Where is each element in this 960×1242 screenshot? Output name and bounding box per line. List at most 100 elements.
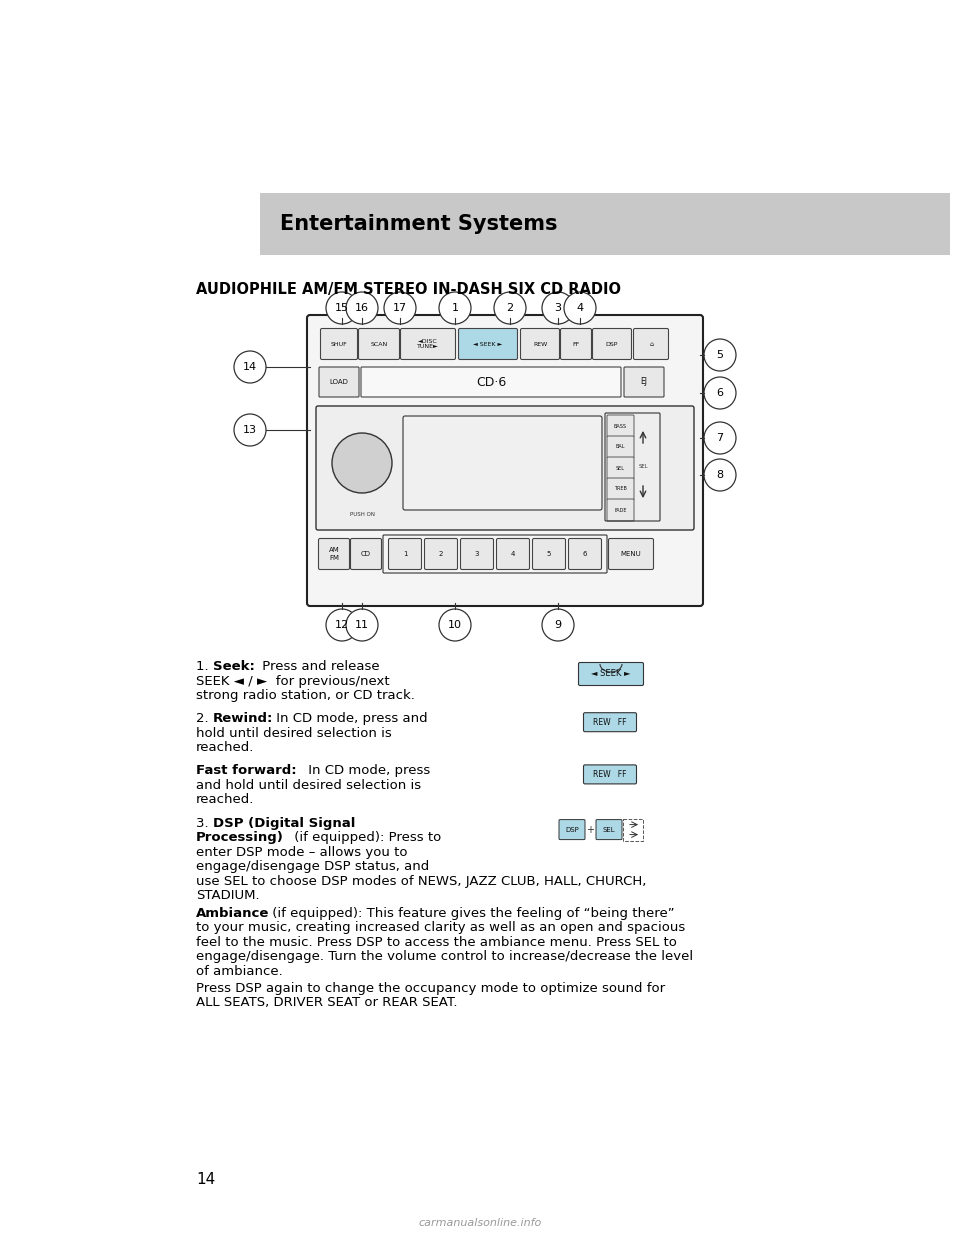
Text: In CD mode, press: In CD mode, press <box>304 764 430 777</box>
Text: and hold until desired selection is: and hold until desired selection is <box>196 779 421 792</box>
Text: 3.: 3. <box>196 816 213 830</box>
FancyBboxPatch shape <box>321 328 357 359</box>
Text: SEL: SEL <box>616 466 625 471</box>
Text: REW   FF: REW FF <box>593 718 627 727</box>
Text: of ambiance.: of ambiance. <box>196 965 283 977</box>
Text: 5: 5 <box>716 350 724 360</box>
Text: 2: 2 <box>439 551 444 556</box>
Text: DSP (Digital Signal: DSP (Digital Signal <box>213 816 355 830</box>
Text: ◄DISC
TUNE►: ◄DISC TUNE► <box>418 339 439 349</box>
Text: PUSH ON: PUSH ON <box>349 512 374 517</box>
Text: ALL SEATS, DRIVER SEAT or REAR SEAT.: ALL SEATS, DRIVER SEAT or REAR SEAT. <box>196 996 458 1010</box>
FancyBboxPatch shape <box>461 539 493 570</box>
Text: DSP: DSP <box>606 342 618 347</box>
Text: ◄ SEEK ►: ◄ SEEK ► <box>591 669 631 678</box>
Text: SEL: SEL <box>638 463 648 468</box>
Text: 5: 5 <box>547 551 551 556</box>
Text: MENU: MENU <box>620 551 641 556</box>
Circle shape <box>494 292 526 324</box>
Text: CD·6: CD·6 <box>476 375 506 389</box>
Text: (if equipped): This feature gives the feeling of “being there”: (if equipped): This feature gives the fe… <box>268 907 675 919</box>
FancyBboxPatch shape <box>350 539 381 570</box>
Circle shape <box>704 339 736 371</box>
FancyBboxPatch shape <box>459 328 517 359</box>
Text: +: + <box>586 825 594 835</box>
Text: 2.: 2. <box>196 712 213 725</box>
Text: 2: 2 <box>507 303 514 313</box>
Text: SEEK ◄ / ►  for previous/next: SEEK ◄ / ► for previous/next <box>196 674 390 688</box>
Circle shape <box>346 609 378 641</box>
Text: 9: 9 <box>555 620 562 630</box>
Text: 6: 6 <box>583 551 588 556</box>
Text: 4: 4 <box>576 303 584 313</box>
Text: hold until desired selection is: hold until desired selection is <box>196 727 392 740</box>
FancyBboxPatch shape <box>561 328 591 359</box>
Text: 17: 17 <box>393 303 407 313</box>
Text: 10: 10 <box>448 620 462 630</box>
Text: use SEL to choose DSP modes of NEWS, JAZZ CLUB, HALL, CHURCH,: use SEL to choose DSP modes of NEWS, JAZ… <box>196 874 646 888</box>
Text: 14: 14 <box>243 361 257 373</box>
FancyBboxPatch shape <box>559 820 585 840</box>
Text: engage/disengage DSP status, and: engage/disengage DSP status, and <box>196 861 429 873</box>
FancyBboxPatch shape <box>389 539 421 570</box>
Bar <box>623 818 643 841</box>
Text: AUDIOPHILE AM/FM STEREO IN-DASH SIX CD RADIO: AUDIOPHILE AM/FM STEREO IN-DASH SIX CD R… <box>196 282 621 297</box>
Text: reached.: reached. <box>196 741 254 754</box>
FancyBboxPatch shape <box>316 406 694 530</box>
Circle shape <box>234 351 266 383</box>
Text: SCAN: SCAN <box>371 342 388 347</box>
FancyBboxPatch shape <box>568 539 602 570</box>
Text: REW   FF: REW FF <box>593 770 627 779</box>
Text: 3: 3 <box>555 303 562 313</box>
Circle shape <box>439 292 471 324</box>
Text: Press DSP again to change the occupancy mode to optimize sound for: Press DSP again to change the occupancy … <box>196 982 665 995</box>
Text: 1: 1 <box>451 303 459 313</box>
FancyBboxPatch shape <box>596 820 622 840</box>
Text: 14: 14 <box>196 1172 215 1187</box>
FancyBboxPatch shape <box>607 457 634 479</box>
Text: REW: REW <box>533 342 547 347</box>
Circle shape <box>704 378 736 409</box>
Circle shape <box>704 422 736 455</box>
Text: ⌂: ⌂ <box>649 342 653 347</box>
FancyBboxPatch shape <box>584 713 636 732</box>
Circle shape <box>346 292 378 324</box>
FancyBboxPatch shape <box>400 328 455 359</box>
Text: Press and release: Press and release <box>258 660 379 673</box>
Text: Fast forward:: Fast forward: <box>196 764 297 777</box>
Text: Seek:: Seek: <box>213 660 254 673</box>
FancyBboxPatch shape <box>424 539 458 570</box>
FancyBboxPatch shape <box>319 539 349 570</box>
FancyBboxPatch shape <box>609 539 654 570</box>
Text: (if equipped): Press to: (if equipped): Press to <box>290 831 442 845</box>
Text: Ambiance: Ambiance <box>196 907 270 919</box>
Text: feel to the music. Press DSP to access the ambiance menu. Press SEL to: feel to the music. Press DSP to access t… <box>196 935 677 949</box>
FancyBboxPatch shape <box>634 328 668 359</box>
Text: to your music, creating increased clarity as well as an open and spacious: to your music, creating increased clarit… <box>196 922 685 934</box>
FancyBboxPatch shape <box>607 499 634 520</box>
Text: EJ: EJ <box>640 378 647 386</box>
Bar <box>260 193 950 255</box>
Text: STADIUM.: STADIUM. <box>196 889 259 902</box>
Text: 7: 7 <box>716 433 724 443</box>
Text: engage/disengage. Turn the volume control to increase/decrease the level: engage/disengage. Turn the volume contro… <box>196 950 693 963</box>
FancyBboxPatch shape <box>607 415 634 437</box>
Text: 11: 11 <box>355 620 369 630</box>
Circle shape <box>384 292 416 324</box>
Text: 15: 15 <box>335 303 349 313</box>
Circle shape <box>542 292 574 324</box>
Text: TREB: TREB <box>614 487 627 492</box>
Circle shape <box>326 292 358 324</box>
Text: 6: 6 <box>716 388 724 397</box>
Circle shape <box>326 609 358 641</box>
Text: 1.: 1. <box>196 660 213 673</box>
FancyBboxPatch shape <box>496 539 530 570</box>
Text: reached.: reached. <box>196 794 254 806</box>
Circle shape <box>564 292 596 324</box>
FancyBboxPatch shape <box>607 478 634 501</box>
Text: Rewind:: Rewind: <box>213 712 274 725</box>
FancyBboxPatch shape <box>533 539 565 570</box>
Text: carmanualsonline.info: carmanualsonline.info <box>419 1218 541 1228</box>
Text: FADE: FADE <box>614 508 627 513</box>
Text: DSP: DSP <box>565 827 579 832</box>
